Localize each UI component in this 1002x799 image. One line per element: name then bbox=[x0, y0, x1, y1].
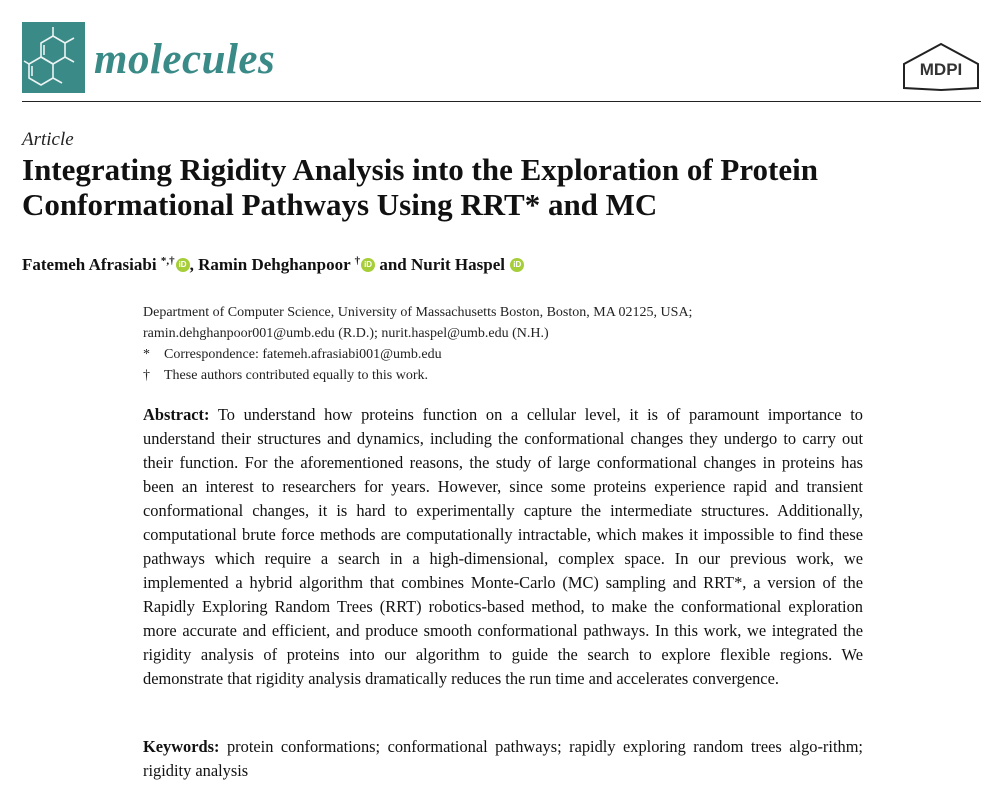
author-name: Fatemeh Afrasiabi bbox=[22, 255, 157, 274]
author-marks: † bbox=[354, 255, 361, 267]
abstract-text: To understand how proteins function on a… bbox=[143, 405, 863, 688]
author-marks: *,† bbox=[160, 255, 175, 267]
equal-contribution-text: These authors contributed equally to thi… bbox=[164, 368, 428, 383]
author-separator: , bbox=[189, 255, 194, 274]
keywords-label: Keywords: bbox=[143, 737, 220, 756]
orcid-icon[interactable]: iD bbox=[175, 258, 190, 272]
article-type: Article bbox=[22, 129, 74, 150]
equal-contribution-note: † These authors contributed equally to th… bbox=[143, 365, 863, 386]
abstract-label: Abstract: bbox=[143, 405, 210, 424]
keywords: Keywords: protein conformations; conform… bbox=[143, 735, 863, 783]
author-name: Ramin Dehghanpoor bbox=[198, 255, 351, 274]
equal-contribution-symbol: † bbox=[143, 368, 150, 383]
author-list: Fatemeh Afrasiabi *,† iD, Ramin Dehghanpo… bbox=[22, 254, 525, 276]
correspondence-symbol: * bbox=[143, 347, 150, 362]
correspondence-text: Correspondence: fatemeh.afrasiabi001@umb… bbox=[164, 347, 442, 362]
journal-name: molecules bbox=[94, 36, 276, 83]
author-name: Nurit Haspel bbox=[411, 255, 505, 274]
article-title: Integrating Rigidity Analysis into the E… bbox=[22, 152, 818, 222]
correspondence-note: * Correspondence: fatemeh.afrasiabi001@um… bbox=[143, 344, 863, 365]
orcid-icon[interactable]: iD bbox=[361, 258, 376, 272]
keywords-text: protein conformations; conformational pa… bbox=[143, 737, 863, 780]
affiliation-emails: ramin.dehghanpoor001@umb.edu (R.D.); nur… bbox=[143, 326, 549, 341]
affiliation-line: Department of Computer Science, Universi… bbox=[143, 305, 693, 320]
mdpi-shield-icon bbox=[903, 42, 979, 92]
abstract: Abstract: To understand how proteins fun… bbox=[143, 403, 863, 691]
mdpi-logo: MDPI bbox=[901, 42, 981, 92]
molecule-structure-icon bbox=[23, 27, 75, 86]
mdpi-logo-text: MDPI bbox=[920, 60, 963, 79]
affiliation-block: Department of Computer Science, Universi… bbox=[143, 302, 863, 386]
orcid-icon[interactable]: iD bbox=[510, 258, 525, 272]
author-separator: and bbox=[379, 255, 407, 274]
header-divider bbox=[22, 101, 981, 102]
journal-logo bbox=[22, 22, 85, 93]
